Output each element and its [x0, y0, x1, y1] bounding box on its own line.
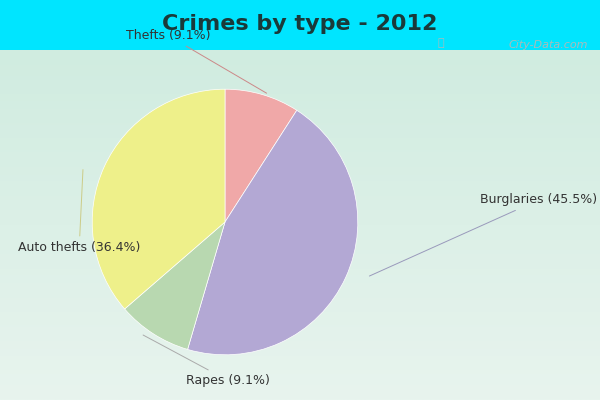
Wedge shape [125, 222, 225, 350]
Text: Crimes by type - 2012: Crimes by type - 2012 [163, 14, 437, 34]
Text: Burglaries (45.5%): Burglaries (45.5%) [370, 194, 597, 276]
Wedge shape [92, 89, 225, 309]
Text: ⓘ: ⓘ [438, 38, 445, 48]
Text: Rapes (9.1%): Rapes (9.1%) [143, 335, 270, 387]
Text: Auto thefts (36.4%): Auto thefts (36.4%) [18, 170, 140, 254]
Text: City-Data.com: City-Data.com [509, 40, 588, 50]
Wedge shape [225, 89, 297, 222]
Wedge shape [188, 110, 358, 355]
Text: Thefts (9.1%): Thefts (9.1%) [126, 29, 266, 93]
